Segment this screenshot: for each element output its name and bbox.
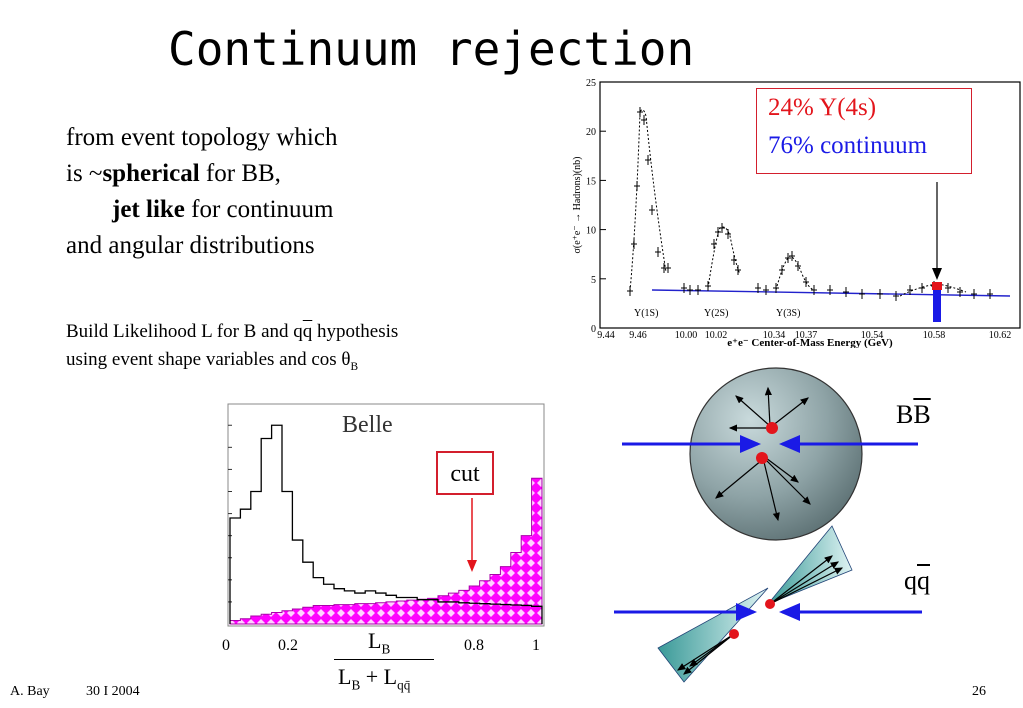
legend-arrow-head [932,268,942,280]
belle-xtick-label: 0.8 [464,637,484,654]
bb-label-b: B [896,400,914,429]
likelihood-line-1: Build Likelihood L for B and qq hypothes… [66,318,398,346]
res-ytick-label: 0 [591,324,596,335]
peak-label-2s: Υ(2S) [704,308,728,319]
jetlike-bold: jet like [112,196,185,223]
page-title: Continuum rejection [168,22,695,76]
resonance-yticks: 25 20 15 10 5 0 [586,78,606,335]
resonance-xticks: 9.44 9.46 10.00 10.02 10.34 10.37 10.54 10.58 10… [597,330,1011,341]
legend-box [756,88,972,174]
resonance-ylabel: σ(e⁺e⁻ → Hadrons)(nb) [572,156,583,253]
fraction-numerator: LB [368,628,390,657]
qq-label-q: q [904,566,917,595]
likelihood-line-2: using event shape variables and cos θB [66,346,398,381]
l2-pre: using event shape variables and cos [66,349,342,370]
qq-tracks [676,555,844,675]
likelihood-text: Build Likelihood L for B and qq hypothes… [66,318,398,381]
resonance-points [627,107,993,301]
cut-label: cut [436,451,494,495]
bb-label: BB [896,400,931,430]
topology-diagrams [614,367,922,683]
res-ytick-label: 20 [586,127,596,138]
num-sub: B [381,641,391,657]
y4s-resonance-bar [932,282,942,290]
continuum-line [651,289,1011,297]
belle-histogram: Belle 0 0.2 0.8 1 [222,403,545,654]
continuum-histogram [229,424,543,624]
res-ytick-label: 15 [586,176,596,187]
footer-date: 30 I 2004 [86,684,140,699]
bb-tracks [715,386,811,522]
spherical-bold: spherical [102,160,200,187]
l1-pre: Build Likelihood L for B and q [66,321,303,342]
bb-label-bbar: B [913,400,931,429]
qq-vertex-2 [729,629,739,639]
topology-line-2: is ~spherical for BB, [66,156,337,192]
legend-continuum: 76% continuum [768,132,928,159]
res-ytick-label: 10 [586,226,596,237]
belle-xticks: 0 0.2 0.8 1 [222,637,540,654]
num-l: L [368,628,382,653]
belle-title: Belle [342,412,393,438]
topology-line-3: jet like for continuum [66,192,337,228]
res-xtick-label: 10.00 [675,330,698,341]
den-sub-b: B [351,677,361,693]
l1-post: hypothesis [312,321,399,342]
topology-line-4: and angular distributions [66,232,315,259]
resonance-xlabel: e⁺e⁻ Center-of-Mass Energy (GeV) [727,337,893,348]
res-xtick-label: 10.58 [923,330,946,341]
bb-sphere [689,367,863,541]
res-xtick-label: 9.44 [597,330,615,341]
qq-label: qq [904,566,930,596]
fraction-denominator: LB + Lqq̄ [338,664,410,693]
peak-1s-curve [629,109,667,292]
y4s-continuum-bar [933,288,941,322]
legend-y4s: 24% Υ(4s) [768,94,877,121]
res-xtick-label: 10.62 [989,330,1012,341]
cut-arrow-head [467,560,477,572]
den-l: L [338,664,352,689]
fraction-bar [334,659,434,660]
res-xtick-label: 10.37 [795,330,818,341]
qq-jet-lower [657,587,769,683]
res-ytick-label: 25 [586,78,596,89]
qq-jet-upper [767,525,853,605]
peak-label-3s: Υ(3S) [776,308,800,319]
peak-label-1s: Υ(1S) [634,308,658,319]
footer-author: A. Bay [10,684,50,699]
bb-vertex-2 [756,452,768,464]
topology-text: from event topology which is ~spherical … [66,120,337,264]
page-number: 26 [972,684,986,699]
qq-vertex-1 [765,599,775,609]
peak-3s-curve [775,255,815,291]
res-ytick-label: 5 [591,275,596,286]
qq-label-qbar: q [917,566,930,595]
theta: θ [341,349,351,370]
res-xtick-label: 9.46 [629,330,647,341]
res-xtick-label: 10.02 [705,330,728,341]
res-xtick-label: 10.54 [861,330,884,341]
belle-xtick-label: 0.2 [278,637,298,654]
theta-sub: B [350,360,359,373]
res-xtick-label: 10.34 [763,330,786,341]
den-plus: + L [360,664,398,689]
line2-pre: is ~ [66,160,103,187]
bb-vertex-1 [766,422,778,434]
line3-post: for continuum [184,196,334,223]
qbar: q [302,321,313,342]
bb-histogram [229,477,543,625]
belle-xtick-label: 1 [532,637,540,654]
line2-post: for BB, [199,160,281,187]
topology-line-1: from event topology which [66,124,338,151]
den-sub-qq: qq̄ [397,677,411,693]
belle-xtick-label: 0 [222,637,230,654]
